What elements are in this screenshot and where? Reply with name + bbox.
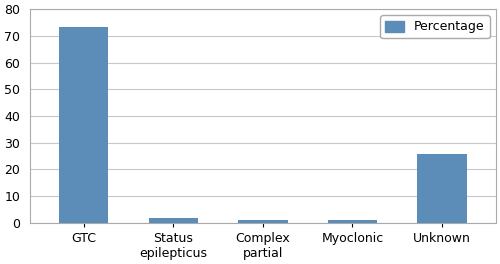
Bar bbox=[59, 27, 108, 223]
Legend: Percentage: Percentage bbox=[380, 15, 490, 39]
Bar bbox=[238, 220, 288, 223]
Bar bbox=[418, 154, 467, 223]
Bar bbox=[328, 220, 377, 223]
Bar bbox=[148, 218, 198, 223]
